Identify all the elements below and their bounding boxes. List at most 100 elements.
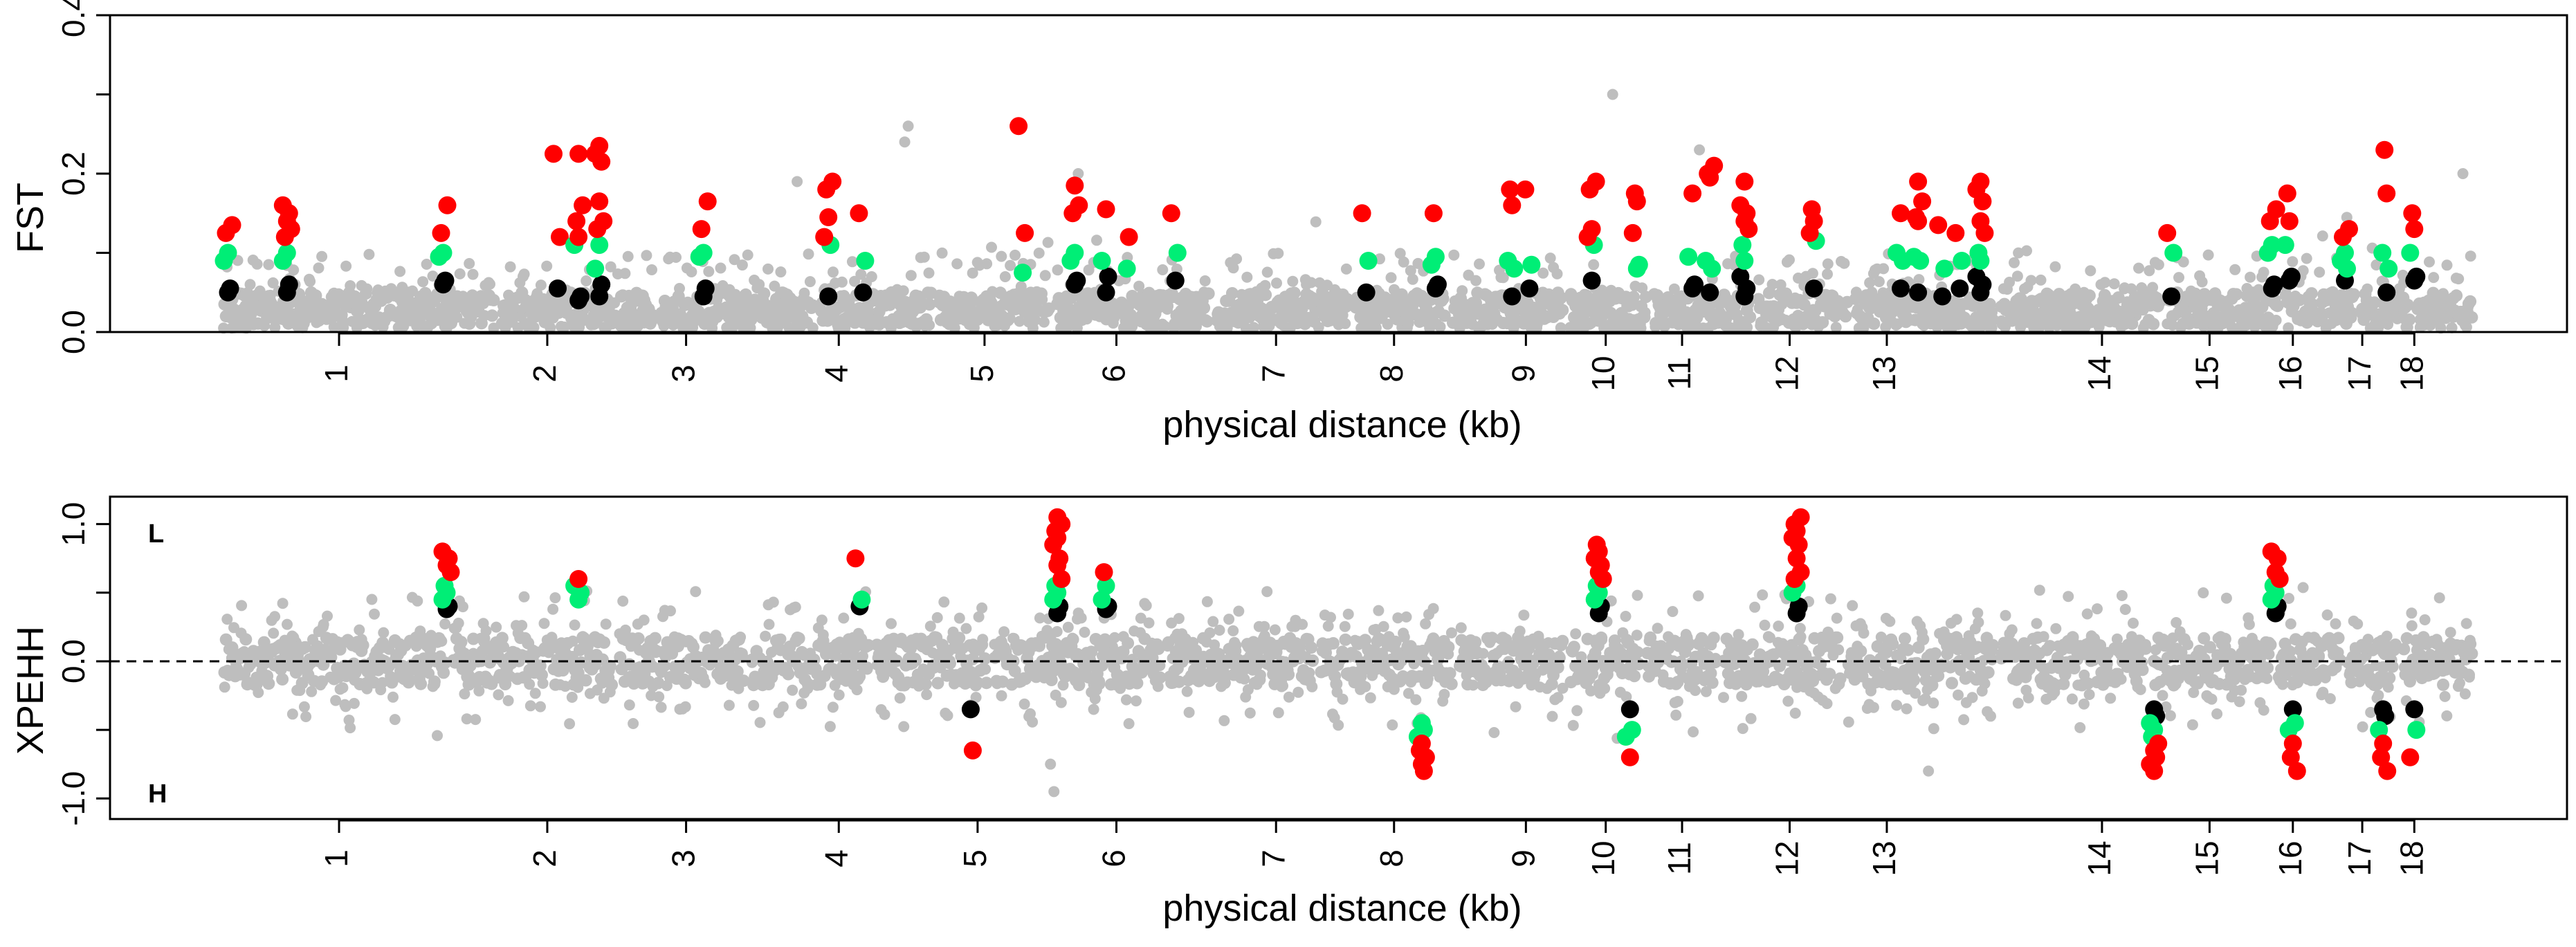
peak-point <box>819 288 837 306</box>
peak-point <box>2379 259 2397 277</box>
background-point <box>1960 672 1972 685</box>
background-point <box>2105 692 2116 704</box>
background-point <box>796 698 807 709</box>
background-point <box>2173 272 2184 283</box>
background-point <box>1121 695 1132 706</box>
peak-point <box>1909 284 1927 302</box>
peak-point <box>221 279 239 297</box>
background-point <box>463 318 475 330</box>
background-point <box>2128 618 2139 629</box>
background-point <box>1901 644 1914 656</box>
background-point <box>1373 605 1384 616</box>
background-point <box>737 259 748 270</box>
background-point <box>938 596 949 607</box>
background-point <box>366 317 378 329</box>
background-point <box>2153 259 2164 270</box>
background-point <box>1923 766 1934 777</box>
background-point <box>653 691 664 702</box>
background-point <box>1946 677 1958 690</box>
peak-point <box>1097 201 1115 219</box>
background-point <box>475 317 488 329</box>
fst-x-axis-label: physical distance (kb) <box>1162 404 1522 445</box>
background-point <box>2009 257 2020 268</box>
background-point <box>605 679 618 691</box>
background-point <box>1638 311 1651 324</box>
background-point <box>834 690 845 701</box>
fst-y-axis-label: FST <box>10 183 51 253</box>
x-tick-label: 3 <box>666 365 702 383</box>
peak-point <box>1099 268 1117 286</box>
background-point <box>1226 287 1239 300</box>
background-point <box>2465 311 2478 324</box>
background-point <box>1144 618 1155 629</box>
background-point <box>2236 685 2247 696</box>
background-point <box>1470 647 1483 659</box>
background-point <box>1469 636 1481 648</box>
background-point <box>1407 274 1418 285</box>
background-point <box>1365 692 1376 704</box>
background-point <box>2219 633 2231 645</box>
background-point <box>1628 670 1641 682</box>
background-point <box>1305 641 1317 654</box>
background-point <box>1410 695 1421 706</box>
peak-point <box>1735 252 1753 270</box>
background-point <box>1056 697 1067 708</box>
background-point <box>2117 590 2128 601</box>
background-point <box>944 657 956 670</box>
background-point <box>2420 614 2431 625</box>
background-point <box>464 258 475 269</box>
background-point <box>1529 668 1542 681</box>
background-point <box>402 286 414 299</box>
background-point <box>838 613 849 624</box>
background-point <box>1317 288 1329 301</box>
background-point <box>1858 627 1870 638</box>
background-point <box>519 268 530 279</box>
peak-point <box>1066 244 1084 262</box>
background-point <box>639 614 650 625</box>
x-tick-label: 8 <box>1373 365 1409 383</box>
background-point <box>2044 640 2056 652</box>
peak-point <box>695 244 713 262</box>
background-point <box>1378 621 1389 632</box>
background-point <box>1261 586 1272 597</box>
background-point <box>354 625 365 636</box>
background-point <box>428 675 441 688</box>
background-point <box>2345 676 2357 688</box>
background-point <box>1327 637 1340 650</box>
peak-point <box>432 224 450 242</box>
peak-point <box>1892 279 1910 297</box>
background-point <box>2322 609 2333 620</box>
x-tick-label: 13 <box>1866 356 1902 391</box>
background-point <box>710 636 722 648</box>
background-point <box>1951 614 1962 625</box>
peak-point <box>1892 204 1910 222</box>
peak-point <box>278 244 296 262</box>
background-point <box>2198 587 2209 598</box>
background-point <box>837 277 848 288</box>
background-point <box>2031 618 2043 629</box>
peak-point <box>815 228 833 246</box>
background-point <box>2021 246 2032 257</box>
background-point <box>1398 257 1409 268</box>
x-tick-label: 15 <box>2189 356 2225 391</box>
peak-point <box>592 275 610 293</box>
background-point <box>1292 687 1304 698</box>
background-point <box>601 618 612 629</box>
peak-point <box>1683 185 1701 203</box>
background-point <box>468 269 479 280</box>
background-point <box>764 619 775 630</box>
peak-point <box>1587 173 1605 191</box>
background-point <box>316 675 328 688</box>
background-point <box>793 632 805 645</box>
background-point <box>1245 708 1256 719</box>
peak-point <box>1909 173 1927 191</box>
background-point <box>367 676 380 688</box>
peak-point <box>852 591 870 609</box>
background-point <box>2221 593 2232 604</box>
peak-point <box>1971 173 1989 191</box>
background-point <box>1157 264 1168 275</box>
background-point <box>782 668 794 681</box>
background-point <box>805 276 816 287</box>
background-point <box>503 695 514 706</box>
background-point <box>1690 685 1701 696</box>
